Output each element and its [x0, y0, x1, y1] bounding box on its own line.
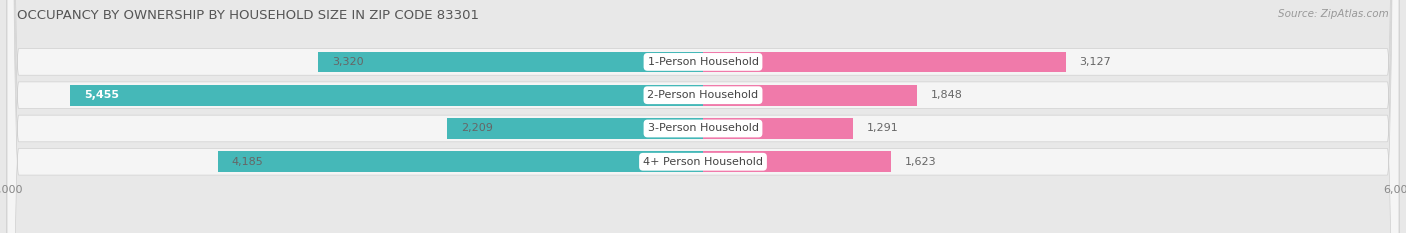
Text: 1,848: 1,848: [931, 90, 963, 100]
Legend: Owner-occupied, Renter-occupied: Owner-occupied, Renter-occupied: [586, 230, 820, 233]
Bar: [703, 151, 891, 172]
Text: 1,291: 1,291: [866, 123, 898, 134]
Bar: [703, 85, 917, 106]
Text: 3,127: 3,127: [1080, 57, 1111, 67]
Text: 4,185: 4,185: [232, 157, 263, 167]
FancyBboxPatch shape: [7, 0, 1399, 233]
Bar: [218, 151, 703, 172]
FancyBboxPatch shape: [7, 0, 1399, 233]
Text: 4+ Person Household: 4+ Person Household: [643, 157, 763, 167]
Bar: [703, 51, 1066, 72]
Text: OCCUPANCY BY OWNERSHIP BY HOUSEHOLD SIZE IN ZIP CODE 83301: OCCUPANCY BY OWNERSHIP BY HOUSEHOLD SIZE…: [17, 9, 479, 22]
FancyBboxPatch shape: [7, 0, 1399, 233]
Bar: [703, 118, 853, 139]
Bar: [70, 85, 703, 106]
Text: 3,320: 3,320: [332, 57, 363, 67]
Text: 5,455: 5,455: [84, 90, 120, 100]
Text: 2-Person Household: 2-Person Household: [647, 90, 759, 100]
Text: Source: ZipAtlas.com: Source: ZipAtlas.com: [1278, 9, 1389, 19]
Text: 2,209: 2,209: [461, 123, 492, 134]
Text: 1,623: 1,623: [905, 157, 936, 167]
Text: 1-Person Household: 1-Person Household: [648, 57, 758, 67]
Bar: [447, 118, 703, 139]
Bar: [318, 51, 703, 72]
Text: 3-Person Household: 3-Person Household: [648, 123, 758, 134]
FancyBboxPatch shape: [7, 0, 1399, 233]
